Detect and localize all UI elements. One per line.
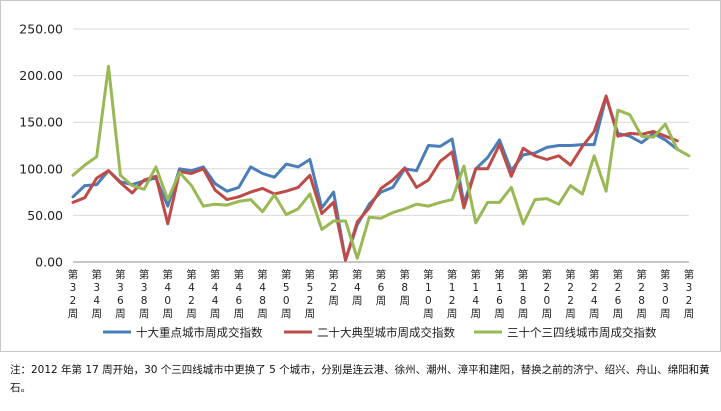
y-tick-label: 0.00 xyxy=(35,255,63,270)
chart-frame: 0.00 50.00 100.00 150.00 200.00 250.00 第 3 2 周 第 3 4… xyxy=(0,0,721,352)
legend-label-1: 十大重点城市周成交指数 xyxy=(136,326,263,340)
chart-footnote: 注：2012 年第 17 周开始，30 个三四线城市中更换了 5 个城市，分别是… xyxy=(10,364,710,394)
legend-label-2: 二十大典型城市周成交指数 xyxy=(317,326,455,340)
y-tick-label: 100.00 xyxy=(19,161,63,176)
line-chart: 0.00 50.00 100.00 150.00 200.00 250.00 第 3 2 周 第 3 4… xyxy=(19,22,695,340)
y-tick-label: 200.00 xyxy=(19,68,63,83)
series-line-2 xyxy=(71,94,679,262)
series-line-3 xyxy=(71,64,691,260)
y-tick-label: 50.00 xyxy=(27,208,63,223)
legend-label-3: 三十个三四线城市周成交指数 xyxy=(507,326,657,340)
y-tick-label: 150.00 xyxy=(19,115,63,130)
y-tick-label: 250.00 xyxy=(19,22,63,37)
